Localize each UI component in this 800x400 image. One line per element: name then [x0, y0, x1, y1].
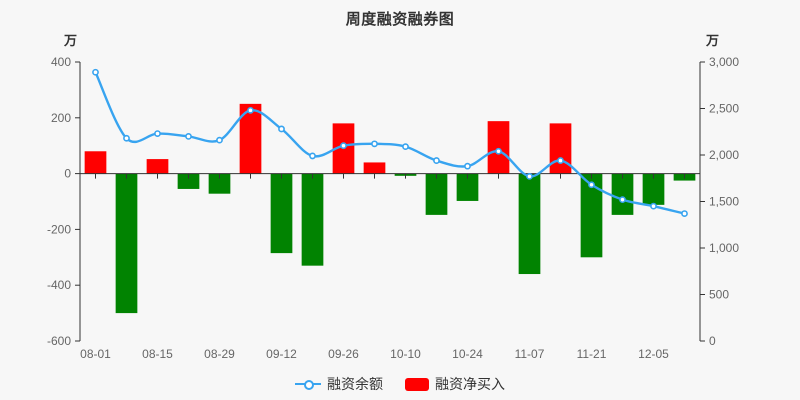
- left-tick-label: -600: [47, 334, 71, 348]
- left-axis-unit-label: 万: [64, 33, 78, 48]
- right-tick-label: 0: [709, 334, 716, 348]
- line-point-08-15[interactable]: [154, 130, 161, 138]
- right-tick-label: 2,500: [709, 102, 739, 116]
- x-tick-label: 11-21: [577, 347, 607, 361]
- line-point-12-05[interactable]: [650, 202, 657, 210]
- legend-label-net-buy: 融资净买入: [435, 376, 505, 392]
- bar-11-28[interactable]: [611, 173, 634, 215]
- x-tick-label: 08-29: [204, 347, 235, 361]
- axis-labels-group: 400 200 0 -200 -400 -600 3,000 2,500 2,000 1,500 1…: [47, 55, 739, 361]
- x-tick-label: 10-24: [452, 347, 483, 361]
- line-point-11-07[interactable]: [526, 172, 533, 180]
- bar-08-29[interactable]: [208, 173, 231, 194]
- line-point-12-12[interactable]: [681, 210, 688, 217]
- line-point-11-28[interactable]: [619, 196, 626, 204]
- left-tick-label: -400: [47, 278, 71, 292]
- bar-10-03[interactable]: [363, 162, 386, 174]
- line-point-09-26[interactable]: [340, 142, 347, 150]
- axes-group: [75, 61, 705, 342]
- right-tick-label: 1,500: [709, 195, 739, 209]
- left-tick-label: 200: [51, 111, 71, 125]
- line-point-08-29[interactable]: [216, 136, 223, 144]
- line-point-08-22[interactable]: [185, 132, 192, 140]
- bar-10-31[interactable]: [487, 121, 510, 174]
- x-tick-label: 12-05: [638, 347, 669, 361]
- bar-11-21[interactable]: [580, 173, 603, 258]
- line-point-08-01[interactable]: [92, 68, 99, 76]
- right-axis-unit-label: 万: [706, 33, 720, 48]
- right-tick-label: 500: [709, 288, 729, 302]
- chart-legend: 融资余额 融资净买入: [0, 374, 800, 394]
- left-tick-label: 400: [51, 55, 71, 69]
- bar-09-12[interactable]: [270, 173, 293, 254]
- legend-label-balance: 融资余额: [327, 376, 383, 392]
- bar-08-08[interactable]: [115, 173, 138, 314]
- line-marker-icon: [295, 378, 321, 390]
- line-point-10-10[interactable]: [402, 143, 409, 151]
- right-tick-label: 3,000: [709, 55, 739, 69]
- line-point-08-08[interactable]: [123, 134, 130, 142]
- bar-11-14[interactable]: [549, 123, 572, 174]
- line-point-10-24[interactable]: [464, 162, 471, 170]
- bar-08-22[interactable]: [177, 173, 200, 189]
- legend-item-net-buy[interactable]: 融资净买入: [405, 374, 505, 394]
- line-point-09-12[interactable]: [278, 125, 285, 133]
- line-point-10-17[interactable]: [433, 157, 440, 164]
- bar-08-01[interactable]: [84, 151, 107, 174]
- legend-item-balance[interactable]: 融资余额: [295, 374, 383, 394]
- line-point-10-03[interactable]: [371, 140, 378, 148]
- bar-10-17[interactable]: [425, 173, 448, 215]
- x-tick-label: 08-15: [142, 347, 173, 361]
- x-tick-label: 10-10: [390, 347, 421, 361]
- line-point-11-21[interactable]: [588, 181, 595, 189]
- line-point-09-05[interactable]: [247, 106, 254, 114]
- bar-09-19[interactable]: [301, 173, 324, 266]
- x-tick-label: 11-07: [515, 347, 545, 361]
- bar-11-07[interactable]: [518, 173, 541, 275]
- bar-08-15[interactable]: [146, 159, 169, 174]
- left-tick-label: -200: [47, 222, 71, 236]
- bar-swatch-icon: [405, 377, 429, 391]
- bar-series-group: [84, 103, 696, 314]
- line-point-10-31[interactable]: [495, 147, 502, 155]
- left-tick-label: 0: [64, 167, 71, 181]
- line-series-group: [92, 68, 688, 217]
- line-point-11-14[interactable]: [557, 157, 564, 164]
- right-tick-label: 2,000: [709, 148, 739, 162]
- x-tick-label: 09-12: [266, 347, 297, 361]
- line-point-09-19[interactable]: [309, 152, 316, 160]
- x-tick-label: 08-01: [80, 347, 111, 361]
- x-tick-label: 09-26: [328, 347, 359, 361]
- bar-12-05[interactable]: [642, 173, 665, 205]
- bar-09-05[interactable]: [239, 103, 262, 174]
- right-tick-label: 1,000: [709, 241, 739, 255]
- chart-title: 周度融资融券图: [345, 11, 455, 28]
- bar-10-24[interactable]: [456, 173, 479, 201]
